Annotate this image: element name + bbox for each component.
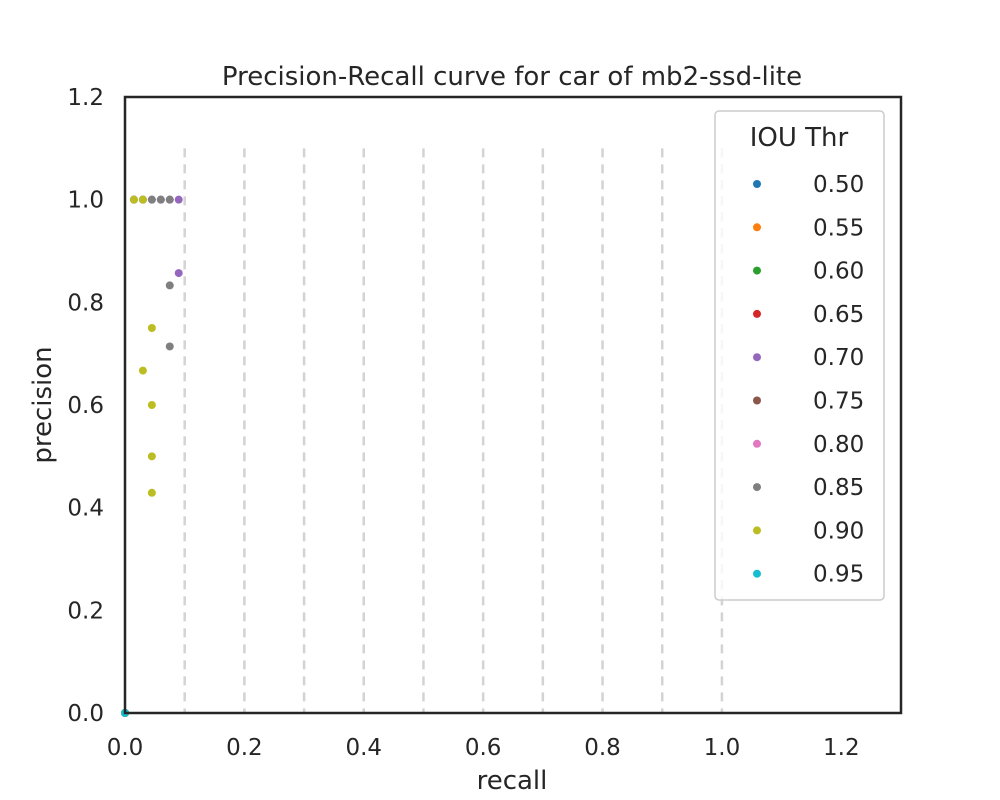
legend-label-0.50: 0.50 xyxy=(813,172,864,198)
chart-title: Precision-Recall curve for car of mb2-ss… xyxy=(222,62,802,92)
y-tick-label: 0.8 xyxy=(67,290,104,316)
y-tick-label: 1.2 xyxy=(67,85,104,111)
x-tick-label: 0.6 xyxy=(465,735,502,761)
y-axis-label: precision xyxy=(28,346,58,463)
legend-label-0.70: 0.70 xyxy=(813,345,864,371)
legend-label-0.75: 0.75 xyxy=(813,389,864,415)
point-0.85-6 xyxy=(165,281,174,290)
x-axis-label: recall xyxy=(477,766,548,796)
point-0.90-2 xyxy=(138,195,147,204)
legend-title: IOU Thr xyxy=(750,123,849,153)
legend-marker-0.50 xyxy=(753,180,761,188)
point-0.90-4 xyxy=(138,366,147,375)
point-0.85-5 xyxy=(165,195,174,204)
legend-label-0.60: 0.60 xyxy=(813,259,864,285)
legend-marker-0.90 xyxy=(753,526,761,535)
legend-label-0.90: 0.90 xyxy=(813,518,864,544)
point-0.90-5 xyxy=(147,401,156,409)
legend: IOU Thr 0.50 0.55 0.60 0.65 0.70 0.75 0.80 0.85… xyxy=(714,110,885,601)
legend-entries: 0.50 0.55 0.60 0.65 0.70 0.75 0.80 0.85 0.90 0.95 xyxy=(753,172,864,588)
point-0.90-1 xyxy=(129,195,138,204)
y-tick-label: 0.6 xyxy=(67,393,104,419)
x-axis-ticks: 0.0 0.2 0.4 0.6 0.8 1.0 1.2 xyxy=(107,735,860,761)
legend-label-0.65: 0.65 xyxy=(813,302,864,328)
point-0.85-7 xyxy=(165,342,174,351)
recall-threshold-lines xyxy=(183,148,724,713)
y-axis-ticks: 0.0 0.2 0.4 0.6 0.8 1.0 1.2 xyxy=(67,85,104,727)
legend-marker-0.60 xyxy=(753,266,761,275)
data-points xyxy=(121,195,183,717)
y-tick-label: 0.4 xyxy=(67,496,104,522)
point-0.70-7 xyxy=(174,269,183,278)
x-tick-label: 1.0 xyxy=(704,735,741,761)
legend-label-0.95: 0.95 xyxy=(813,562,864,588)
y-tick-label: 1.0 xyxy=(67,188,104,214)
legend-marker-0.95 xyxy=(753,569,761,578)
point-0.90-6 xyxy=(147,452,156,461)
legend-marker-0.80 xyxy=(753,439,761,448)
legend-marker-0.55 xyxy=(753,223,761,232)
legend-marker-0.85 xyxy=(753,483,761,492)
x-tick-label: 0.8 xyxy=(584,735,621,761)
legend-label-0.55: 0.55 xyxy=(813,215,864,241)
point-0.70-6 xyxy=(174,195,183,204)
x-tick-label: 0.0 xyxy=(107,735,144,761)
legend-label-0.80: 0.80 xyxy=(813,432,864,458)
point-0.90-7 xyxy=(147,488,156,497)
x-tick-label: 1.2 xyxy=(823,735,860,761)
plot-frame xyxy=(123,95,903,715)
legend-box xyxy=(714,110,885,601)
legend-label-0.85: 0.85 xyxy=(813,475,864,501)
point-0.90-3 xyxy=(147,324,156,332)
point-0.85-3 xyxy=(147,195,156,204)
y-tick-label: 0.0 xyxy=(67,701,104,727)
legend-marker-0.75 xyxy=(753,396,761,405)
legend-marker-0.70 xyxy=(753,353,761,362)
legend-marker-0.65 xyxy=(753,309,761,318)
point-0.85-4 xyxy=(156,195,165,204)
x-tick-label: 0.2 xyxy=(226,735,263,761)
y-tick-label: 0.2 xyxy=(67,598,104,624)
x-tick-label: 0.4 xyxy=(345,735,382,761)
